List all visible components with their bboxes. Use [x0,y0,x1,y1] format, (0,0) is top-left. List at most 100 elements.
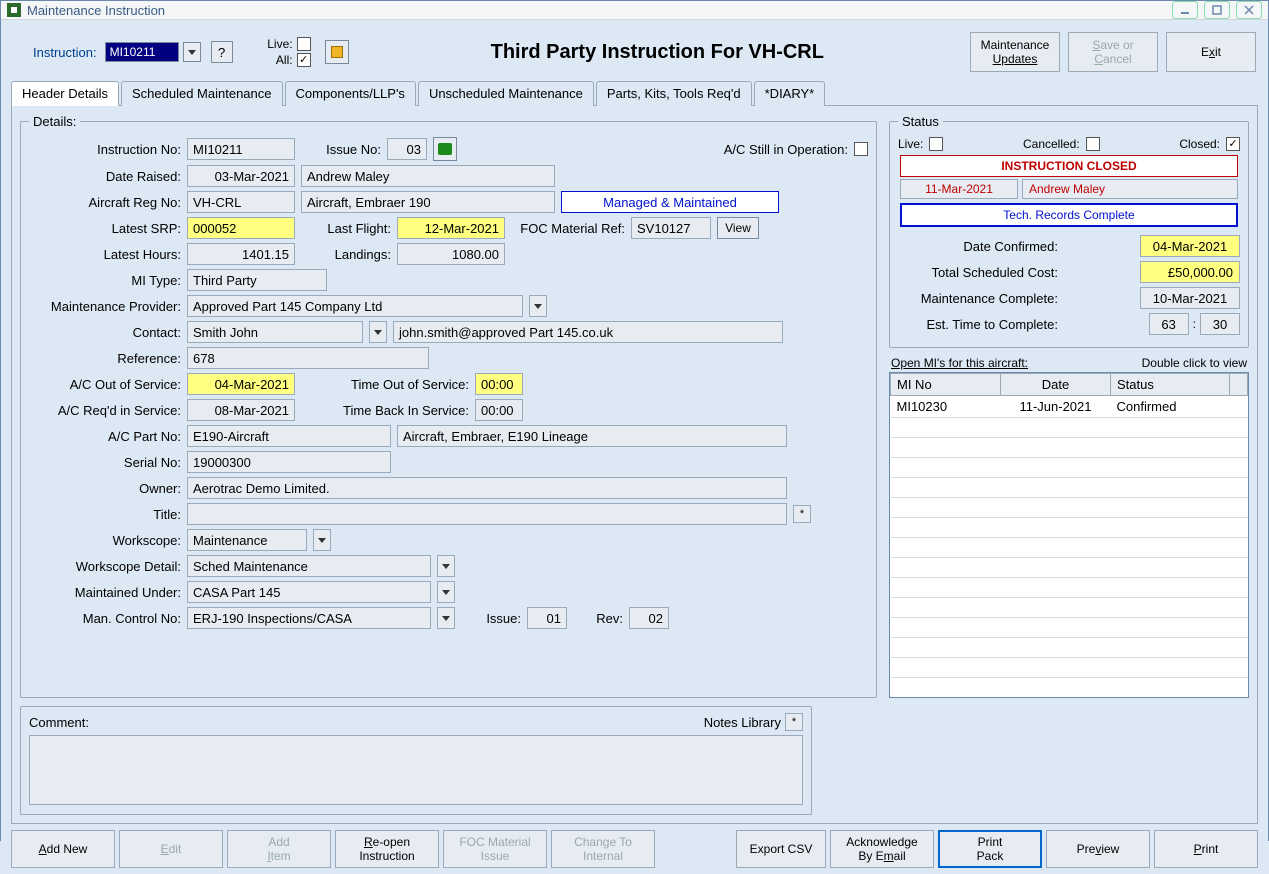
total-cost-label: Total Scheduled Cost: [898,265,1058,280]
open-mi-grid[interactable]: MI No Date Status MI10230 11-Jun-2021 [889,372,1249,698]
print-button[interactable]: Print [1154,830,1258,868]
tab-scheduled-maintenance[interactable]: Scheduled Maintenance [121,81,283,106]
col-date[interactable]: Date [1001,374,1111,396]
table-row[interactable]: MI10230 11-Jun-2021 Confirmed [891,396,1248,418]
window-title: Maintenance Instruction [27,3,165,18]
total-cost-field: £50,000.00 [1140,261,1240,283]
minimize-button[interactable] [1172,1,1198,19]
workscope-field[interactable]: Maintenance [187,529,307,551]
tab-diary[interactable]: *DIARY* [754,81,826,106]
tab-components[interactable]: Components/LLP's [285,81,416,106]
maintenance-updates-button[interactable]: Maintenance Updates [970,32,1060,72]
table-row[interactable] [891,558,1248,578]
bis-time-label: Time Back In Service: [301,403,469,418]
table-row[interactable] [891,638,1248,658]
table-row[interactable] [891,518,1248,538]
help-button[interactable]: ? [211,41,233,63]
maximize-button[interactable] [1204,1,1230,19]
tab-parts-kits[interactable]: Parts, Kits, Tools Req'd [596,81,752,106]
req-label: A/C Req'd in Service: [29,403,181,418]
latest-hours-label: Latest Hours: [29,247,181,262]
foc-ref-field: SV10127 [631,217,711,239]
preview-button[interactable]: Preview [1046,830,1150,868]
bis-time-field[interactable]: 00:00 [475,399,523,421]
tab-header-details[interactable]: Header Details [11,81,119,106]
notes-library-button[interactable]: * [785,713,803,731]
add-new-button[interactable]: Add New [11,830,115,868]
latest-srp-label: Latest SRP: [29,221,181,236]
maintenance-instruction-window: Maintenance Instruction Instruction: ? L… [0,0,1269,841]
comment-textarea[interactable] [29,735,803,805]
est-sep: : [1193,317,1196,331]
all-filter-checkbox[interactable] [297,53,311,67]
wsdetail-dropdown[interactable] [437,555,455,577]
app-icon [7,3,21,17]
owner-label: Owner: [29,481,181,496]
issue-no-field: 03 [387,138,427,160]
contact-email-field: john.smith@approved Part 145.co.uk [393,321,783,343]
req-date-field[interactable]: 08-Mar-2021 [187,399,295,421]
table-row[interactable] [891,658,1248,678]
title-field[interactable] [187,503,787,525]
live-filter-checkbox[interactable] [297,37,311,51]
export-csv-button[interactable]: Export CSV [736,830,826,868]
status-legend: Status [898,114,943,129]
title-expand-button[interactable]: * [793,505,811,523]
table-row[interactable] [891,538,1248,558]
instruction-dropdown[interactable] [183,42,201,62]
mancontrol-field[interactable]: ERJ-190 Inspections/CASA [187,607,431,629]
table-row[interactable] [891,418,1248,438]
acknowledge-email-button[interactable]: AcknowledgeBy Email [830,830,934,868]
reopen-button[interactable]: Re-openInstruction [335,830,439,868]
wsdetail-field[interactable]: Sched Maintenance [187,555,431,577]
mancontrol-dropdown[interactable] [437,607,455,629]
color-picker-button[interactable] [325,40,349,64]
table-row[interactable] [891,578,1248,598]
latest-hours-field: 1401.15 [187,243,295,265]
est-hours-field: 63 [1149,313,1189,335]
contact-field[interactable]: Smith John [187,321,363,343]
notes-library-label: Notes Library [704,715,781,730]
table-row[interactable] [891,458,1248,478]
contact-dropdown[interactable] [369,321,387,343]
table-row[interactable] [891,618,1248,638]
col-mi-no[interactable]: MI No [891,374,1001,396]
ac-still-checkbox[interactable] [854,142,868,156]
status-live-checkbox[interactable] [929,137,943,151]
oos-date-field[interactable]: 04-Mar-2021 [187,373,295,395]
exit-button[interactable]: Exit [1166,32,1256,72]
oos-time-field[interactable]: 00:00 [475,373,523,395]
top-row: Instruction: ? Live: All: Third Party In… [11,28,1258,78]
last-flight-label: Last Flight: [301,221,391,236]
status-cancelled-checkbox[interactable] [1086,137,1100,151]
print-pack-button[interactable]: PrintPack [938,830,1042,868]
instruction-no-label: Instruction No: [29,142,181,157]
open-mi-hint: Double click to view [1142,356,1247,370]
oos-label: A/C Out of Service: [29,377,181,392]
status-closed-checkbox[interactable] [1226,137,1240,151]
maint-under-field[interactable]: CASA Part 145 [187,581,431,603]
issue-action-button[interactable] [433,137,457,161]
instruction-input[interactable] [105,42,179,62]
table-row[interactable] [891,438,1248,458]
workscope-dropdown[interactable] [313,529,331,551]
table-row[interactable] [891,498,1248,518]
table-row[interactable] [891,598,1248,618]
col-status[interactable]: Status [1111,374,1230,396]
main-title: Third Party Instruction For VH-CRL [353,41,962,64]
details-fieldset: Details: Instruction No: MI10211 Issue N… [20,114,877,698]
landings-label: Landings: [301,247,391,262]
close-button[interactable] [1236,1,1262,19]
maint-under-dropdown[interactable] [437,581,455,603]
edit-button: Edit [119,830,223,868]
date-raised-label: Date Raised: [29,169,181,184]
reference-field[interactable]: 678 [187,347,429,369]
status-fieldset: Status Live: Cancelled: Closed: INSTRUCT… [889,114,1249,348]
tab-unscheduled[interactable]: Unscheduled Maintenance [418,81,594,106]
provider-dropdown[interactable] [529,295,547,317]
table-row[interactable] [891,478,1248,498]
foc-view-button[interactable]: View [717,217,759,239]
provider-field[interactable]: Approved Part 145 Company Ltd [187,295,523,317]
comment-label: Comment: [29,715,89,730]
table-row[interactable] [891,678,1248,698]
